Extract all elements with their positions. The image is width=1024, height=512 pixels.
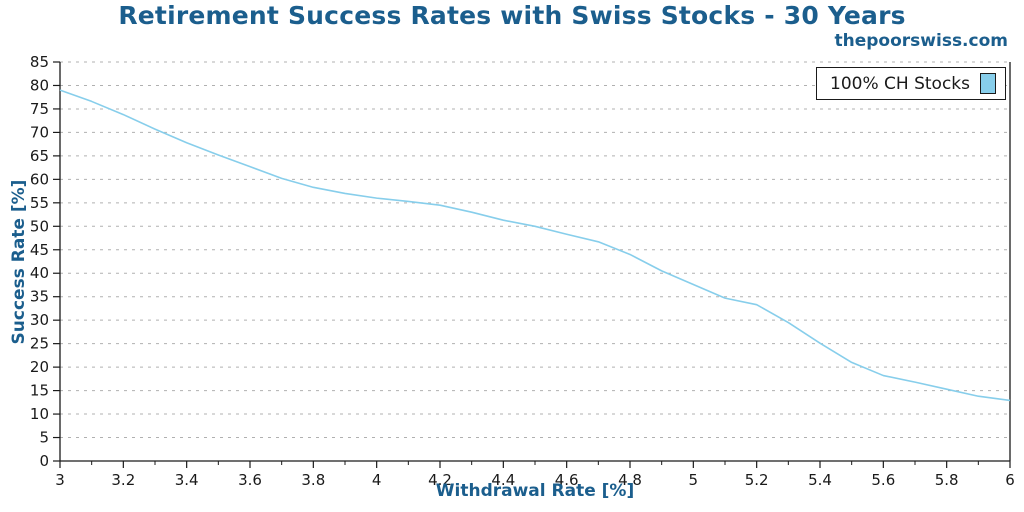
- legend-label: 100% CH Stocks: [830, 73, 970, 94]
- y-tick-label: 25: [30, 335, 49, 353]
- x-tick-label: 4.4: [491, 471, 515, 489]
- x-tick-label: 6: [1005, 471, 1015, 489]
- y-axis-label-wrap: Success Rate [%]: [9, 162, 29, 362]
- y-tick-label: 60: [30, 170, 49, 188]
- x-tick-label: 4: [372, 471, 382, 489]
- x-tick-label: 5.8: [935, 471, 959, 489]
- series-line: [59, 89, 1011, 402]
- y-tick-label: 15: [30, 382, 49, 400]
- y-tick-label: 85: [30, 53, 49, 71]
- x-tick-label: 5.6: [871, 471, 895, 489]
- y-tick-label: 70: [30, 123, 49, 141]
- x-tick-label: 5.4: [808, 471, 832, 489]
- y-tick-label: 30: [30, 311, 49, 329]
- y-tick-label: 40: [30, 264, 49, 282]
- y-tick-label: 75: [30, 100, 49, 118]
- y-tick-label: 80: [30, 76, 49, 94]
- chart-title: Retirement Success Rates with Swiss Stoc…: [118, 1, 906, 30]
- legend: 100% CH Stocks: [816, 67, 1006, 100]
- x-axis-label: Withdrawal Rate [%]: [435, 481, 635, 501]
- x-tick-label: 3: [55, 471, 65, 489]
- y-tick-label: 50: [30, 217, 49, 235]
- x-tick-label: 3.6: [238, 471, 262, 489]
- legend-series-swatch: [980, 73, 996, 94]
- y-tick-label: 65: [30, 147, 49, 165]
- x-tick-label: 3.8: [301, 471, 325, 489]
- x-tick-label: 4.8: [618, 471, 642, 489]
- y-tick-label: 45: [30, 241, 49, 259]
- y-axis-label: Success Rate [%]: [9, 179, 29, 345]
- y-tick-label: 5: [39, 429, 49, 447]
- x-tick-label: 5: [689, 471, 699, 489]
- x-tick-label: 4.2: [428, 471, 452, 489]
- watermark-text: thepoorswiss.com: [834, 31, 1009, 51]
- y-tick-label: 10: [30, 405, 49, 423]
- x-tick-label: 5.2: [745, 471, 769, 489]
- x-tick-label: 4.6: [555, 471, 579, 489]
- y-tick-label: 0: [39, 452, 49, 470]
- x-tick-label: 3.2: [111, 471, 135, 489]
- y-tick-label: 20: [30, 358, 49, 376]
- y-tick-label: 35: [30, 288, 49, 306]
- y-tick-label: 55: [30, 194, 49, 212]
- x-tick-label: 3.4: [175, 471, 199, 489]
